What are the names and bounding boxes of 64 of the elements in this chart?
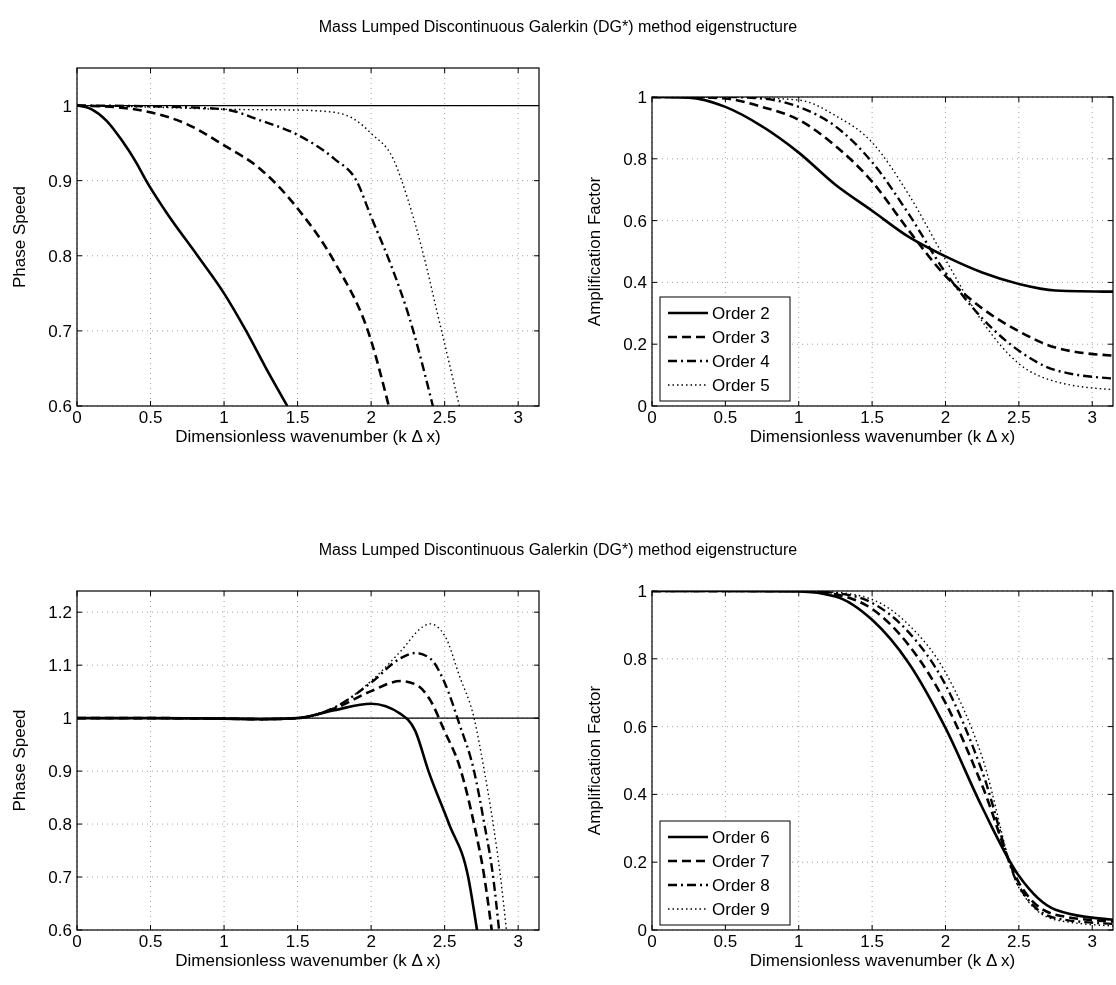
x-tick-label: 1: [794, 408, 804, 427]
legend-label: Order 3: [712, 327, 770, 347]
y-tick-label: 0.8: [623, 149, 647, 169]
x-tick-label: 0.5: [138, 932, 163, 951]
x-tick-label: 1.5: [285, 932, 310, 951]
legend-label: Order 7: [712, 851, 770, 871]
x-tick-label: 2: [366, 932, 376, 951]
y-tick-label: 0.9: [48, 762, 72, 782]
x-tick-label: 2.5: [1007, 932, 1031, 951]
x-tick-label: 1.5: [860, 932, 884, 951]
y-tick-label: 0.2: [623, 335, 647, 355]
x-tick-label: 2: [940, 932, 951, 951]
x-tick-label: 3: [1087, 408, 1097, 427]
y-axis-title: Phase Speed: [10, 709, 29, 812]
legend-label: Order 9: [712, 899, 770, 919]
legend-label: Order 2: [712, 303, 770, 323]
x-tick-label: 0.5: [138, 408, 163, 427]
y-tick-label: 0.7: [48, 867, 72, 887]
y-tick-label: 0.8: [48, 246, 72, 266]
chart-title: Mass Lumped Discontinuous Galerkin (DG*) method eigenstructure: [318, 18, 798, 35]
y-tick-label: 0.6: [623, 211, 647, 231]
x-tick-label: 0.5: [713, 932, 738, 951]
legend-label: Order 8: [712, 875, 770, 895]
x-axis-title: Dimensionless wavenumber (k Δ x): [749, 951, 1016, 970]
y-tick-label: 0.6: [48, 396, 72, 416]
x-tick-label: 3: [513, 408, 523, 427]
x-axis-title: Dimensionless wavenumber (k Δ x): [175, 951, 441, 970]
y-tick-label: 0.7: [48, 321, 72, 341]
y-tick-label: 1: [637, 581, 647, 601]
y-tick-label: 1.2: [48, 603, 72, 623]
x-tick-label: 2.5: [432, 932, 457, 951]
x-tick-label: 1.5: [860, 408, 884, 427]
legend-label: Order 5: [712, 375, 770, 395]
y-tick-label: 0.6: [48, 920, 72, 940]
x-tick-label: 2: [366, 408, 376, 427]
x-tick-label: 3: [513, 932, 523, 951]
y-tick-label: 0.4: [623, 785, 647, 805]
y-tick-label: 0.2: [623, 853, 647, 873]
chart-title: Mass Lumped Discontinuous Galerkin (DG*) method eigenstructure: [318, 541, 798, 558]
x-tick-label: 1: [219, 408, 229, 427]
x-axis-title: Dimensionless wavenumber (k Δ x): [175, 427, 441, 446]
x-tick-label: 1: [794, 932, 804, 951]
y-tick-label: 1: [637, 87, 647, 107]
x-tick-label: 2.5: [432, 408, 457, 427]
x-tick-label: 2: [940, 408, 951, 427]
x-tick-label: 1.5: [285, 408, 310, 427]
y-tick-label: 0.8: [48, 815, 72, 835]
y-tick-label: 0.9: [48, 171, 72, 191]
x-axis-title: Dimensionless wavenumber (k Δ x): [749, 427, 1016, 446]
y-axis-title: Phase Speed: [10, 185, 29, 289]
x-tick-label: 3: [1087, 932, 1097, 951]
x-tick-label: 2.5: [1007, 408, 1031, 427]
y-tick-label: 1.1: [48, 656, 72, 676]
y-tick-label: 1: [62, 96, 72, 116]
x-tick-label: 0.5: [713, 408, 738, 427]
y-tick-label: 0.4: [623, 273, 647, 293]
legend-label: Order 6: [712, 827, 770, 847]
y-tick-label: 1: [62, 709, 72, 729]
legend-label: Order 4: [712, 351, 770, 371]
y-tick-label: 0.6: [623, 717, 647, 737]
y-axis-title: Amplification Factor: [585, 685, 604, 836]
y-tick-label: 0.8: [623, 649, 647, 669]
y-axis-title: Amplification Factor: [585, 176, 604, 327]
x-tick-label: 1: [219, 932, 229, 951]
